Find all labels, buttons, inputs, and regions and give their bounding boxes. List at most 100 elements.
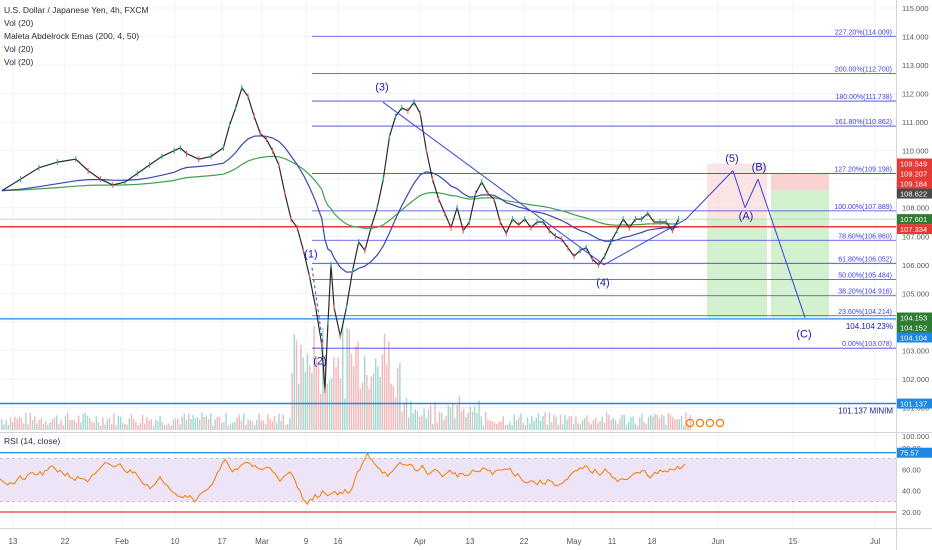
wave-label-wb: (B) <box>752 162 767 174</box>
volume-bar <box>130 414 133 430</box>
wave-5-line <box>685 170 734 220</box>
volume-bar <box>474 406 476 430</box>
volume-bar <box>350 353 353 430</box>
volume-bar <box>381 354 383 430</box>
rsi-pane <box>0 452 896 513</box>
price-badge-text: 104.153 <box>900 314 927 323</box>
x-tick-label: 17 <box>218 537 227 546</box>
volume-bar <box>102 417 104 430</box>
volume-bar <box>540 420 542 430</box>
volume-bar <box>377 366 379 430</box>
volume-bar <box>159 415 161 430</box>
volume-bar <box>430 405 432 430</box>
wave-label-w3: (3) <box>375 82 388 94</box>
volume-bar <box>225 412 227 430</box>
symbol-title[interactable]: U.S. Dollar / Japanese Yen, 4h, FXCM <box>4 5 149 15</box>
volume-bar <box>493 422 496 430</box>
volume-bar <box>557 424 559 430</box>
wave-label-w1: (1) <box>304 248 317 260</box>
x-tick-label: Jun <box>712 537 725 546</box>
volume-bar <box>194 418 196 430</box>
volume-bar <box>86 415 89 430</box>
volume-bar <box>515 420 518 430</box>
volume-bar <box>434 402 436 430</box>
rsi-band <box>0 458 896 502</box>
volume-bar <box>181 416 183 430</box>
volume-bar <box>661 414 663 430</box>
volume-bar <box>526 417 529 430</box>
indicator-vol-2[interactable]: Vol (20) <box>4 44 34 54</box>
indicator-vol-1[interactable]: Vol (20) <box>4 18 34 28</box>
volume-bar <box>192 414 194 430</box>
volume-bar <box>51 419 53 430</box>
volume-bar <box>366 375 368 430</box>
volume-bar <box>680 415 683 430</box>
volume-bar <box>243 413 245 430</box>
volume-bar <box>573 424 575 430</box>
volume-bar <box>291 372 293 430</box>
volume-bar <box>471 411 474 430</box>
y-tick-label: 108.000 <box>902 204 929 213</box>
volume-bar <box>60 419 62 430</box>
volume-bar <box>82 413 84 430</box>
volume-bar <box>456 404 458 430</box>
volume-bar <box>115 425 117 430</box>
volume-bar <box>247 419 249 430</box>
volume-bar <box>23 423 25 430</box>
rsi-title[interactable]: RSI (14, close) <box>4 436 61 446</box>
x-tick-label: 22 <box>520 537 529 546</box>
volume-bar <box>672 417 674 430</box>
volume-bar <box>326 383 328 430</box>
volume-bar <box>480 416 482 430</box>
volume-bar <box>172 419 174 430</box>
y-tick-label: 112.000 <box>902 90 929 99</box>
volume-bar <box>632 416 634 430</box>
volume-bar <box>317 364 320 430</box>
volume-bar <box>584 418 586 430</box>
volume-bar <box>89 418 91 430</box>
volume-bar <box>504 425 507 430</box>
volume-bar <box>315 358 317 430</box>
volume-bar <box>410 400 412 430</box>
ema-lines <box>1 135 679 273</box>
y-tick-label: 107.000 <box>902 232 929 241</box>
volume-bar <box>278 413 280 430</box>
price-badge-text: 109.207 <box>900 170 927 179</box>
volume-bar <box>91 421 93 430</box>
fib-label: 227.20%(114.009) <box>835 29 892 36</box>
volume-bar <box>108 417 111 430</box>
volume-bar <box>271 421 273 430</box>
price-badge-bg <box>897 178 932 189</box>
volume-bar <box>469 406 471 430</box>
fib-label: 180.00%(111.738) <box>835 94 892 101</box>
volume-bar <box>97 422 100 430</box>
price-badge-bg <box>897 188 932 199</box>
volume-bar <box>643 421 645 430</box>
volume-bar <box>168 423 170 430</box>
volume-bar <box>155 419 157 430</box>
event-icon <box>685 418 695 428</box>
axes: 115.000114.000113.000112.000111.000110.0… <box>9 4 930 546</box>
volume-bar <box>390 383 392 430</box>
note-104: 104.104 23% <box>846 322 893 331</box>
x-tick-label: 22 <box>61 537 70 546</box>
rsi-tick-label: 60.00 <box>902 465 921 474</box>
indicator-vol-3[interactable]: Vol (20) <box>4 57 34 67</box>
volume-bar <box>403 402 405 430</box>
volume-bar <box>645 424 647 430</box>
volume-bar <box>509 421 511 430</box>
y-tick-label: 103.000 <box>902 346 929 355</box>
y-tick-label: 102.000 <box>902 375 929 384</box>
volume-bar <box>359 389 361 430</box>
volume-bar <box>502 416 504 430</box>
volume-bar <box>141 414 144 430</box>
fibonacci-levels: 227.20%(114.009) 200.00%(112.700) 180.00%(… <box>312 29 896 349</box>
volume-bar <box>276 422 278 430</box>
volume-bar <box>357 341 359 430</box>
indicator-emas[interactable]: Maleta Abdelrock Emas (200, 4, 50) <box>4 31 140 41</box>
volume-bar <box>300 344 302 430</box>
volume-bar <box>128 418 130 430</box>
wave-a-line <box>732 170 746 208</box>
